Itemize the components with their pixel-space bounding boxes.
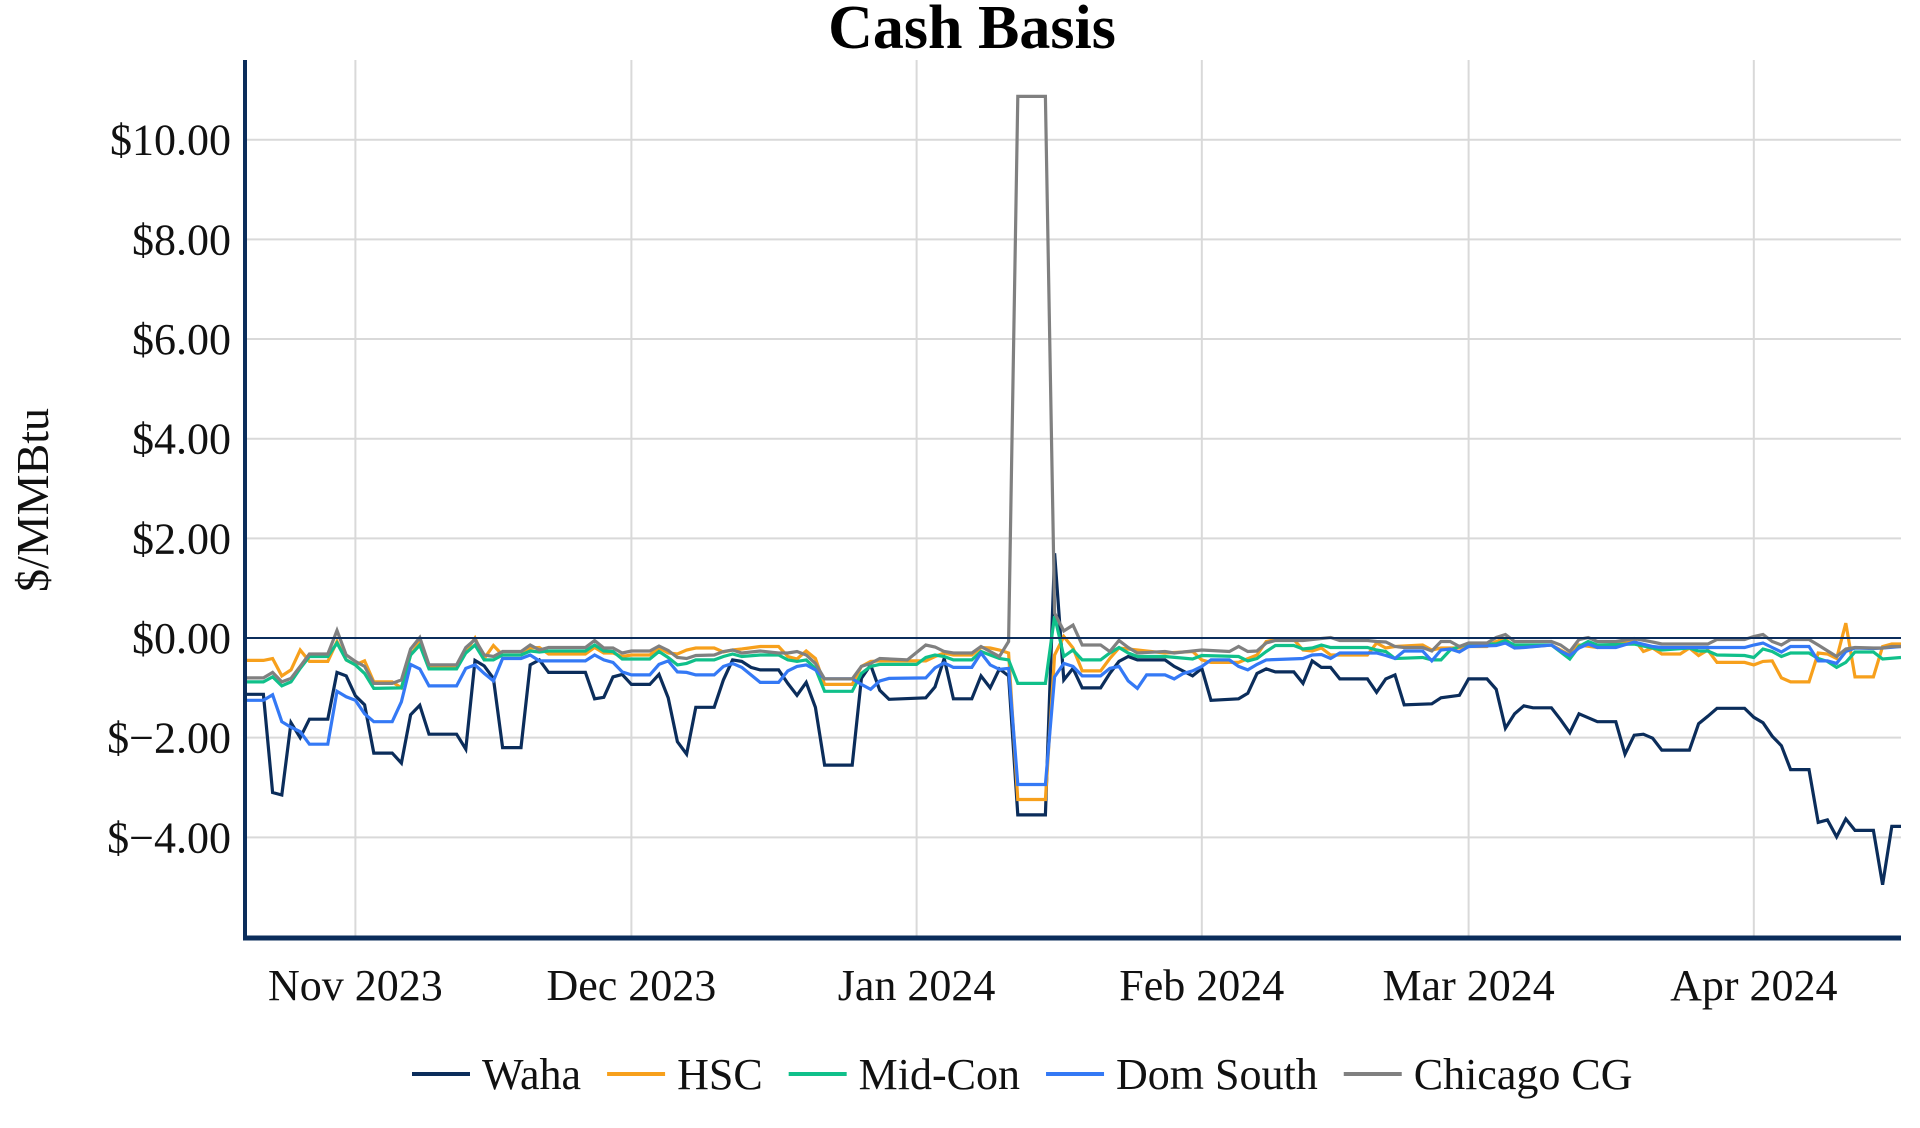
series-line-chicago-cg (245, 94, 1901, 685)
x-tick-label: Mar 2024 (1382, 961, 1554, 1010)
legend-item: Waha (412, 1050, 581, 1099)
y-tick-label: $4.00 (132, 415, 231, 464)
x-tick-label: Feb 2024 (1119, 961, 1284, 1010)
x-tick-labels: Nov 2023 Dec 2023 Jan 2024 Feb 2024 Mar 2024… (268, 961, 1838, 1010)
legend: Waha HSC Mid-Con Dom South Chicago CG (412, 1050, 1633, 1099)
y-tick-label: $2.00 (132, 514, 231, 563)
series-line-dom-south (245, 640, 1901, 787)
legend-label: Chicago CG (1414, 1050, 1633, 1099)
y-tick-label: $6.00 (132, 315, 231, 364)
y-tick-label: $−4.00 (107, 813, 231, 862)
y-tick-label: $10.00 (110, 116, 231, 165)
legend-item: HSC (607, 1050, 763, 1099)
y-axis-label: $/MMBtu (7, 408, 58, 592)
series-line-waha (245, 553, 1901, 885)
y-tick-label: $8.00 (132, 215, 231, 264)
y-tick-label: $−2.00 (107, 714, 231, 763)
legend-label: Mid-Con (859, 1050, 1020, 1099)
y-tick-labels: $10.00 $8.00 $6.00 $4.00 $2.00 $0.00 $−2.00 $−4… (107, 116, 231, 863)
legend-item: Mid-Con (788, 1050, 1020, 1099)
legend-label: Waha (482, 1050, 581, 1099)
x-tick-label: Nov 2023 (268, 961, 443, 1010)
legend-item: Chicago CG (1343, 1050, 1633, 1099)
x-tick-label: Dec 2023 (546, 961, 716, 1010)
legend-item: Dom South (1046, 1050, 1318, 1099)
chart-title: Cash Basis (828, 0, 1116, 62)
legend-label: HSC (677, 1050, 763, 1099)
legend-label: Dom South (1116, 1050, 1318, 1099)
x-tick-label: Apr 2024 (1670, 961, 1837, 1010)
y-tick-label: $0.00 (132, 614, 231, 663)
axes (243, 60, 1901, 941)
x-tick-label: Jan 2024 (838, 961, 996, 1010)
series-lines (245, 94, 1901, 885)
gridlines (245, 60, 1901, 937)
